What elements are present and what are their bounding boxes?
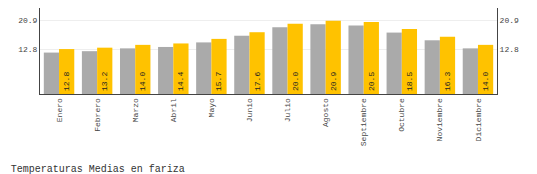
svg-text:13.2: 13.2 — [100, 72, 109, 91]
svg-text:14.0: 14.0 — [481, 72, 490, 91]
svg-text:17.6: 17.6 — [253, 72, 262, 91]
svg-text:12.8: 12.8 — [62, 72, 71, 91]
svg-text:14.4: 14.4 — [176, 72, 185, 91]
svg-text:12.8: 12.8 — [18, 45, 37, 54]
svg-text:Marzo: Marzo — [131, 98, 140, 122]
svg-text:15.7: 15.7 — [214, 72, 223, 91]
svg-text:Junio: Junio — [245, 98, 254, 122]
svg-text:Enero: Enero — [55, 98, 64, 122]
svg-text:20.0: 20.0 — [291, 72, 300, 91]
svg-text:20.9: 20.9 — [329, 72, 338, 91]
svg-text:Diciembre: Diciembre — [474, 98, 483, 141]
svg-text:Temperaturas Medias en fariza: Temperaturas Medias en fariza — [11, 164, 185, 174]
svg-text:Noviembre: Noviembre — [435, 98, 444, 141]
svg-text:20.9: 20.9 — [500, 16, 519, 25]
svg-text:Abril: Abril — [169, 98, 178, 122]
svg-text:18.5: 18.5 — [405, 72, 414, 91]
svg-text:Septiembre: Septiembre — [359, 98, 368, 146]
svg-text:12.8: 12.8 — [500, 45, 519, 54]
svg-text:Mayo: Mayo — [207, 98, 216, 117]
svg-text:16.3: 16.3 — [443, 72, 452, 91]
svg-text:Agosto: Agosto — [321, 98, 330, 127]
svg-text:14.0: 14.0 — [138, 72, 147, 91]
svg-text:Octubre: Octubre — [397, 98, 406, 132]
svg-text:20.5: 20.5 — [367, 72, 376, 91]
svg-text:Febrero: Febrero — [93, 98, 102, 132]
svg-text:20.9: 20.9 — [18, 16, 37, 25]
svg-text:Julio: Julio — [283, 98, 292, 122]
